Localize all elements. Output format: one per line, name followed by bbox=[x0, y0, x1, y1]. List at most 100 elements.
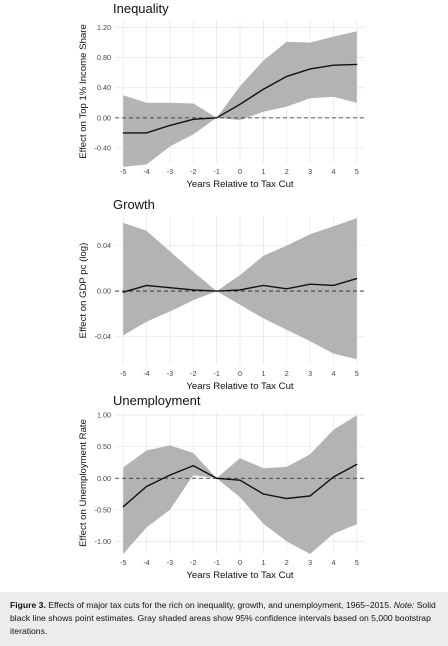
growth-estimate-point bbox=[356, 277, 358, 280]
inequality-estimate-point bbox=[169, 124, 171, 126]
growth-x-tick-label: -2 bbox=[190, 369, 196, 378]
inequality-y-tick-label: 0.00 bbox=[97, 113, 111, 122]
inequality-estimate-point bbox=[192, 118, 194, 120]
growth-estimate-point bbox=[286, 288, 288, 290]
unemployment-estimate-point bbox=[239, 479, 241, 481]
inequality-x-tick-label: 2 bbox=[285, 167, 289, 176]
inequality-estimate-point bbox=[356, 63, 358, 66]
inequality-y-tick-label: 0.40 bbox=[97, 83, 111, 92]
unemployment-estimate-point bbox=[286, 497, 288, 500]
figure-panels: -5 -4 -3 -2 -1 0 1 2 3 4 5 -0.40 0.00 0.40 0.80 1.20Ine… bbox=[78, 1, 365, 581]
unemployment-estimate-point bbox=[262, 493, 264, 495]
inequality-y-tick-label: 0.80 bbox=[97, 53, 111, 62]
growth-estimate-point bbox=[216, 290, 218, 292]
unemployment-estimate-point bbox=[216, 477, 218, 479]
unemployment-y-axis-label: Effect on Unemployment Rate bbox=[78, 419, 89, 547]
unemployment-estimate-point bbox=[309, 495, 311, 497]
inequality-confidence-band bbox=[123, 31, 357, 167]
inequality-y-tick-label: 1.20 bbox=[97, 23, 111, 32]
inequality-x-axis-label: Years Relative to Tax Cut bbox=[186, 179, 294, 190]
caption-background bbox=[0, 592, 448, 646]
inequality-estimate-point bbox=[239, 103, 241, 105]
inequality-estimate-point bbox=[122, 132, 124, 134]
inequality-x-tick-label: -1 bbox=[213, 167, 219, 176]
inequality-estimate-point bbox=[262, 88, 264, 90]
growth-panel-title: Growth bbox=[113, 197, 155, 212]
inequality-estimate-point bbox=[216, 117, 218, 119]
growth-y-tick-label: 0.00 bbox=[97, 287, 111, 296]
growth-x-tick-label: 3 bbox=[308, 369, 312, 378]
unemployment-x-tick-label: -1 bbox=[213, 558, 219, 567]
unemployment-x-tick-label: -4 bbox=[143, 558, 149, 567]
unemployment-x-tick-label: 1 bbox=[261, 558, 265, 567]
unemployment-x-tick-label: 4 bbox=[331, 558, 335, 567]
caption-note-text: Solid black line shows point estimates. … bbox=[10, 600, 436, 636]
inequality-x-tick-label: 3 bbox=[308, 167, 312, 176]
unemployment-estimate-point bbox=[192, 465, 194, 467]
unemployment-x-tick-label: 5 bbox=[355, 558, 359, 567]
unemployment-x-tick-label: 2 bbox=[285, 558, 289, 567]
growth-x-tick-label: -5 bbox=[120, 369, 126, 378]
inequality-y-tick-label: -0.40 bbox=[95, 143, 111, 152]
unemployment-y-tick-label: 0.50 bbox=[97, 442, 111, 451]
inequality-x-tick-label: -5 bbox=[120, 167, 126, 176]
growth-x-tick-label: 0 bbox=[238, 369, 242, 378]
unemployment-estimate-point bbox=[145, 485, 148, 488]
caption-figure-label: Figure 3. bbox=[10, 600, 46, 610]
growth-x-tick-label: 2 bbox=[285, 369, 289, 378]
inequality-x-tick-label: -3 bbox=[167, 167, 173, 176]
inequality-x-tick-label: -2 bbox=[190, 167, 196, 176]
growth-x-tick-label: 5 bbox=[355, 369, 359, 378]
unemployment-panel-title: Unemployment bbox=[113, 393, 201, 408]
unemployment-estimate-point bbox=[169, 474, 171, 476]
unemployment-estimate-point bbox=[332, 476, 335, 478]
inequality-estimate-point bbox=[286, 75, 288, 78]
growth-estimate-point bbox=[309, 283, 311, 285]
growth-estimate-point bbox=[145, 284, 148, 286]
growth-estimate-point bbox=[262, 284, 264, 286]
unemployment-x-tick-label: 0 bbox=[238, 558, 242, 567]
caption-note-label: Note: bbox=[393, 600, 415, 610]
growth-estimate-point bbox=[169, 287, 171, 289]
growth-estimate-point bbox=[122, 291, 124, 293]
inequality-x-tick-label: 1 bbox=[261, 167, 265, 176]
inequality-y-axis-label: Effect on Top 1% Income Share bbox=[78, 24, 89, 159]
inequality-panel: -5 -4 -3 -2 -1 0 1 2 3 4 5 -0.40 0.00 0.40 0.80 1.20Ine… bbox=[78, 1, 365, 190]
unemployment-x-tick-label: -5 bbox=[120, 558, 126, 567]
growth-estimate-point bbox=[239, 289, 241, 291]
growth-x-tick-label: 1 bbox=[261, 369, 265, 378]
unemployment-confidence-band bbox=[123, 415, 357, 554]
growth-x-axis-label: Years Relative to Tax Cut bbox=[186, 381, 294, 392]
unemployment-estimate-point bbox=[122, 506, 124, 508]
unemployment-x-axis-label: Years Relative to Tax Cut bbox=[186, 570, 294, 581]
unemployment-y-tick-label: -1.00 bbox=[95, 537, 111, 546]
caption-text: Effects of major tax cuts for the rich o… bbox=[45, 600, 392, 610]
growth-estimate-point bbox=[332, 284, 335, 286]
growth-y-tick-label: 0.04 bbox=[97, 241, 111, 250]
inequality-x-tick-label: 5 bbox=[355, 167, 359, 176]
growth-confidence-band bbox=[123, 218, 357, 360]
growth-x-tick-label: -4 bbox=[143, 369, 149, 378]
unemployment-x-tick-label: -3 bbox=[167, 558, 173, 567]
growth-panel: -5 -4 -3 -2 -1 0 1 2 3 4 5 -0.04 0.00 0.04 Growth Years… bbox=[78, 197, 365, 392]
unemployment-y-tick-label: 1.00 bbox=[97, 411, 111, 420]
figure-caption: Figure 3. Effects of major tax cuts for … bbox=[10, 599, 438, 638]
growth-estimate-point bbox=[192, 289, 194, 291]
growth-y-axis-label: Effect on GDP pc (log) bbox=[78, 243, 89, 339]
inequality-x-tick-label: 0 bbox=[238, 167, 242, 176]
growth-y-tick-label: -0.04 bbox=[95, 332, 111, 341]
inequality-x-tick-label: -4 bbox=[143, 167, 149, 176]
unemployment-estimate-point bbox=[356, 463, 358, 465]
unemployment-y-tick-label: 0.00 bbox=[97, 474, 111, 483]
unemployment-y-tick-label: -0.50 bbox=[95, 505, 111, 514]
unemployment-x-tick-label: 3 bbox=[308, 558, 312, 567]
growth-x-tick-label: -3 bbox=[167, 369, 173, 378]
inequality-x-tick-label: 4 bbox=[331, 167, 335, 176]
inequality-estimate-point bbox=[309, 68, 311, 70]
growth-x-tick-label: 4 bbox=[331, 369, 335, 378]
inequality-panel-title: Inequality bbox=[113, 1, 169, 16]
unemployment-x-tick-label: -2 bbox=[190, 558, 196, 567]
inequality-estimate-point bbox=[332, 64, 335, 66]
inequality-estimate-point bbox=[145, 132, 148, 134]
growth-x-tick-label: -1 bbox=[213, 369, 219, 378]
